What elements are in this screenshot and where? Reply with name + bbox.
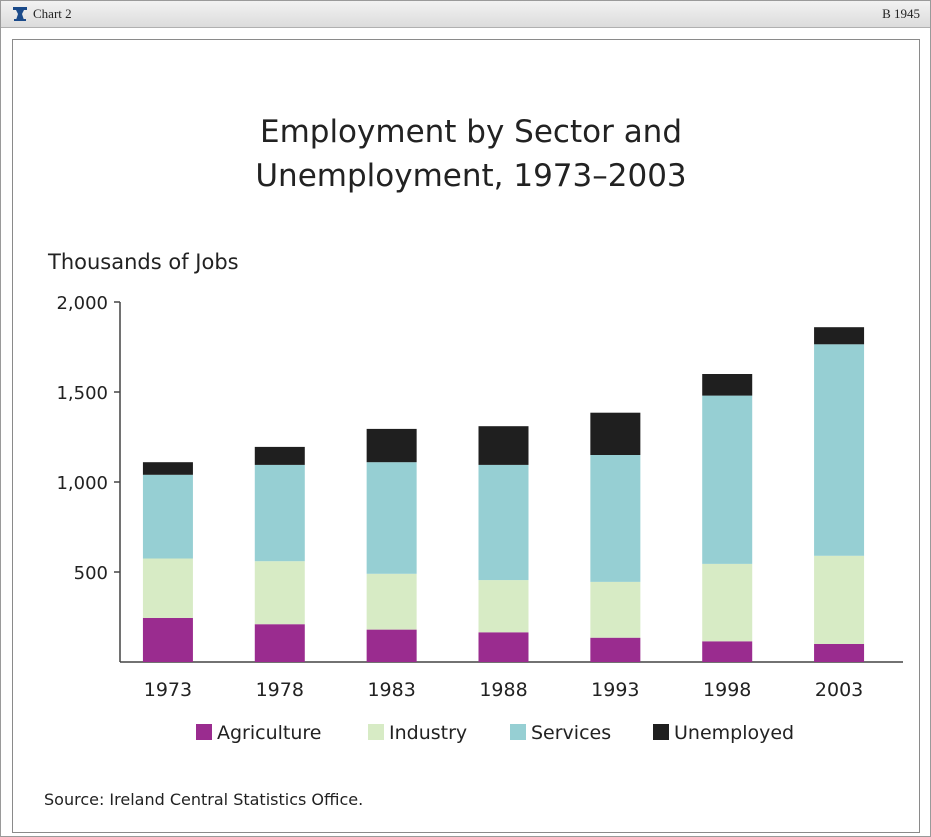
bar-industry-1978: [254, 561, 305, 625]
chart-svg: Employment by Sector and Unemployment, 1…: [44, 114, 903, 809]
window-label: Chart 2: [33, 6, 72, 21]
y-tick-label: 1,000: [56, 473, 108, 494]
window-code: B 1945: [882, 6, 920, 21]
bar-industry-1988: [478, 580, 529, 633]
bar-services-1973: [142, 474, 193, 559]
bar-services-1998: [702, 395, 753, 564]
legend-swatch: [653, 724, 669, 740]
bar-agriculture-1973: [142, 617, 193, 662]
legend-label: Unemployed: [674, 722, 794, 744]
bar-agriculture-1983: [366, 629, 417, 662]
chart-title-line-1: Employment by Sector and: [260, 114, 682, 150]
pedestal-logo-icon: [13, 7, 27, 21]
legend-swatch: [368, 724, 384, 740]
y-tick-label: 2,000: [56, 293, 108, 314]
bar-services-1993: [590, 455, 641, 582]
bar-services-1988: [478, 464, 529, 581]
bar-services-1983: [366, 462, 417, 574]
bar-unemployed-1988: [478, 426, 529, 465]
x-tick-label: 1983: [367, 679, 415, 701]
bar-agriculture-1998: [702, 641, 753, 662]
chart-panel: Employment by Sector and Unemployment, 1…: [12, 39, 920, 833]
bar-services-2003: [814, 344, 865, 556]
legend-label: Services: [531, 722, 611, 744]
bar-unemployed-1973: [142, 462, 193, 475]
x-tick-label: 1998: [703, 679, 751, 701]
x-tick-label: 1988: [479, 679, 527, 701]
bar-services-1978: [254, 464, 305, 562]
bar-industry-1993: [590, 581, 641, 638]
bar-unemployed-1983: [366, 428, 417, 463]
legend: Agriculture Industry Services Unemployed: [196, 722, 794, 744]
legend-item-industry: Industry: [368, 722, 467, 744]
source-note: Source: Ireland Central Statistics Offic…: [44, 790, 363, 809]
bar-agriculture-1988: [478, 632, 529, 662]
bar-industry-1983: [366, 573, 417, 630]
legend-label: Agriculture: [217, 722, 322, 744]
plot-area: 500 1,000 1,500 2,000 1973 1978 1983 1988 1993 19…: [56, 293, 903, 701]
bar-industry-1973: [142, 558, 193, 618]
bar-industry-2003: [814, 555, 865, 644]
bar-industry-1998: [702, 563, 753, 642]
legend-label: Industry: [389, 722, 467, 744]
bar-unemployed-1993: [590, 412, 641, 455]
x-tick-label: 1978: [256, 679, 304, 701]
legend-item-agriculture: Agriculture: [196, 722, 322, 744]
chart-title-line-2: Unemployment, 1973–2003: [255, 158, 686, 194]
x-tick-label: 1993: [591, 679, 639, 701]
legend-item-services: Services: [510, 722, 611, 744]
legend-swatch: [510, 724, 526, 740]
legend-item-unemployed: Unemployed: [653, 722, 794, 744]
y-axis-label: Thousands of Jobs: [47, 250, 239, 274]
y-tick-label: 500: [74, 563, 108, 584]
y-tick-label: 1,500: [56, 383, 108, 404]
x-tick-label: 2003: [815, 679, 863, 701]
bar-unemployed-1998: [702, 374, 753, 396]
bar-unemployed-2003: [814, 327, 865, 345]
bar-agriculture-2003: [814, 644, 865, 662]
bar-agriculture-1993: [590, 637, 641, 662]
bar-agriculture-1978: [254, 624, 305, 662]
bar-unemployed-1978: [254, 446, 305, 465]
x-tick-label: 1973: [144, 679, 192, 701]
legend-swatch: [196, 724, 212, 740]
window-titlebar: Chart 2 B 1945: [1, 1, 930, 28]
